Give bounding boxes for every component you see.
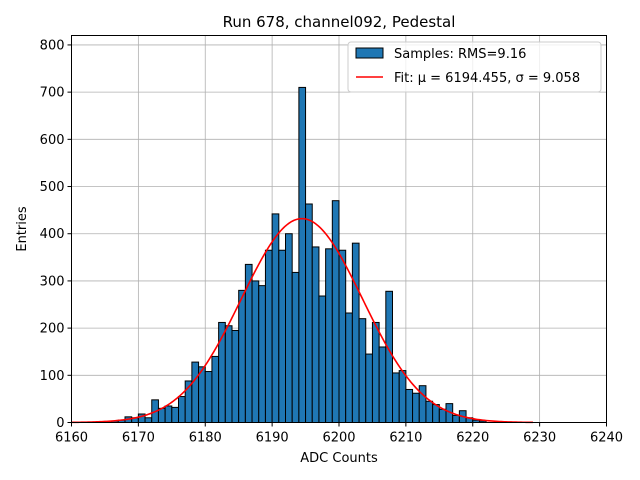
y-tick-label: 400 <box>40 227 65 242</box>
x-tick-label: 6160 <box>55 431 88 446</box>
x-tick-label: 6170 <box>122 431 155 446</box>
histogram-bar <box>338 249 347 423</box>
x-tick-label: 6230 <box>523 431 556 446</box>
x-tick-label: 6210 <box>389 431 422 446</box>
histogram-bar <box>291 271 300 424</box>
histogram-bar <box>385 290 393 423</box>
y-tick-label: 300 <box>40 274 65 289</box>
histogram-bar <box>371 321 380 424</box>
histogram-bar <box>392 372 400 424</box>
x-tick-label: 6220 <box>456 431 489 446</box>
y-tick-label: 100 <box>40 369 65 384</box>
histogram-bar <box>365 353 373 424</box>
histogram-bars <box>111 86 487 424</box>
histogram-bar <box>438 408 447 424</box>
legend-histogram-swatch <box>355 47 384 59</box>
histogram-bar <box>231 329 240 423</box>
x-axis-ticks: 6160 6170 6180 6190 6200 6210 6220 6230 6240 <box>55 422 623 446</box>
y-axis-ticks: 0 100 200 300 400 500 600 700 800 <box>40 38 72 431</box>
histogram-bar <box>331 200 340 423</box>
histogram-bar <box>405 388 414 423</box>
fit-curve-group <box>71 217 533 424</box>
histogram-bar <box>238 289 246 424</box>
histogram-bar <box>178 396 186 424</box>
y-tick-label: 0 <box>56 416 64 431</box>
histogram-bar <box>345 312 353 424</box>
histogram-bar <box>311 246 320 423</box>
legend-fit-label: Fit: μ = 6194.455, σ = 9.058 <box>394 71 580 86</box>
x-tick-label: 6180 <box>189 431 222 446</box>
histogram-bar <box>325 248 333 423</box>
y-tick-label: 200 <box>40 322 65 337</box>
histogram-bar <box>412 392 420 423</box>
histogram-bar <box>171 406 179 423</box>
histogram-bar <box>224 325 233 423</box>
histogram-bar <box>398 370 407 423</box>
histogram-bar <box>258 285 266 424</box>
histogram-bar <box>278 249 286 423</box>
histogram-bar <box>351 242 360 423</box>
legend: Samples: RMS=9.16 Fit: μ = 6194.455, σ =… <box>347 41 602 93</box>
legend-histogram-label: Samples: RMS=9.16 <box>394 47 526 62</box>
histogram-bar <box>251 280 260 424</box>
y-tick-label: 600 <box>40 133 65 148</box>
fit-curve <box>71 217 533 424</box>
histogram-bar <box>358 318 367 424</box>
y-tick-label: 800 <box>40 38 65 53</box>
histogram-bar <box>285 233 293 423</box>
histogram-bar <box>425 400 434 424</box>
y-axis-label: Entries <box>15 206 30 252</box>
histogram-bar <box>164 405 173 424</box>
histogram-bar <box>204 371 213 423</box>
histogram-bar <box>271 213 280 423</box>
histogram-bar <box>452 414 460 424</box>
histogram-bar <box>144 417 153 423</box>
x-tick-label: 6190 <box>256 431 289 446</box>
histogram-bar <box>305 203 313 423</box>
y-tick-label: 500 <box>40 180 65 195</box>
histogram-bar <box>198 366 206 423</box>
x-axis-label: ADC Counts <box>300 451 378 466</box>
histogram-bar <box>191 361 200 423</box>
legend-box <box>347 41 602 93</box>
y-tick-label: 700 <box>40 86 65 101</box>
x-tick-label: 6200 <box>322 431 355 446</box>
histogram-bar <box>264 249 273 423</box>
histogram-bar <box>378 346 387 423</box>
x-tick-label: 6240 <box>590 431 623 446</box>
chart-title: Run 678, channel092, Pedestal <box>223 13 456 31</box>
histogram-bar <box>211 355 220 423</box>
histogram-bar <box>298 86 307 423</box>
histogram-bar <box>318 295 327 423</box>
